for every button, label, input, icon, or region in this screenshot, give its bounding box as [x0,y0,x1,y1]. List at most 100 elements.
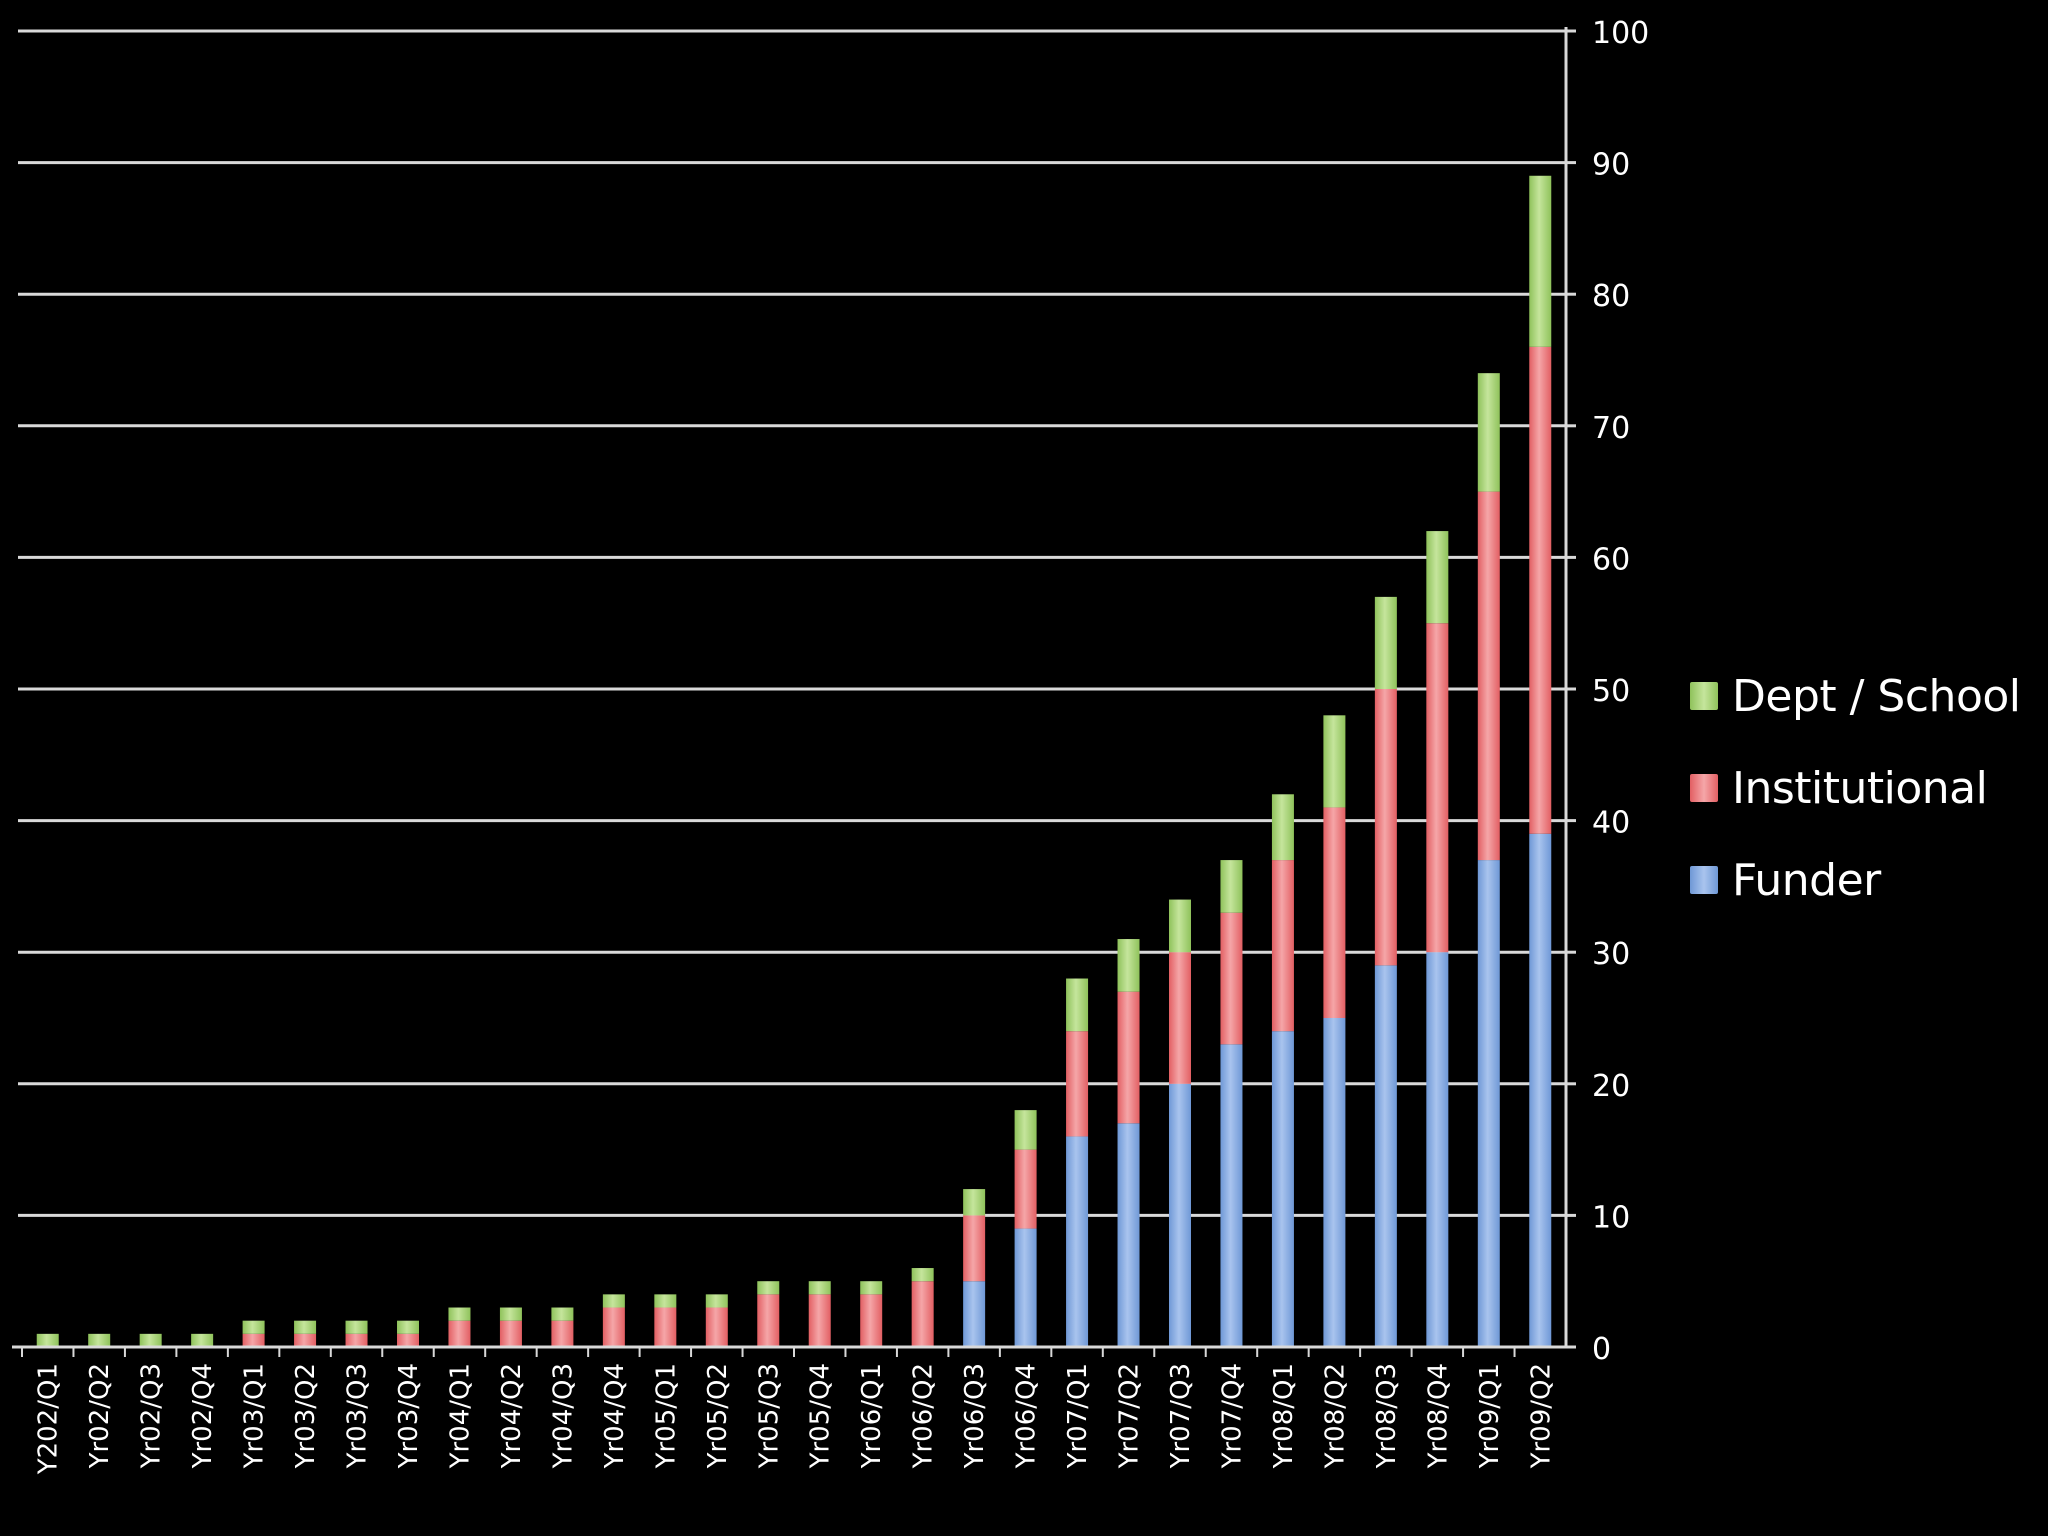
bar-segment-dept-school [963,1189,986,1216]
x-tick-label: Yr08/Q1 [1269,1363,1299,1469]
bar-segment-funder [1323,1018,1346,1347]
bar-segment-institutional [1477,491,1500,861]
bar-segment-funder [1426,952,1449,1347]
bar-segment-dept-school [1477,373,1500,492]
x-tick-label: Yr09/Q1 [1475,1363,1505,1469]
bar-segment-institutional [242,1333,265,1347]
x-tick-label: Yr06/Q1 [857,1363,887,1469]
bar-segment-funder [1066,1136,1089,1347]
bar-segment-funder [1374,965,1397,1347]
x-tick-label: Yr02/Q2 [85,1363,115,1469]
legend-label-funder: Funder [1732,854,1881,906]
x-tick-label: Yr08/Q4 [1423,1363,1453,1469]
bar-segment-dept-school [397,1320,419,1334]
bar-segment-dept-school [242,1320,265,1334]
bar-segment-dept-school [139,1333,162,1347]
x-tick-label: Yr05/Q2 [703,1363,733,1469]
x-tick-label: Yr06/Q4 [1012,1363,1042,1469]
x-tick-label: Yr03/Q2 [291,1363,321,1469]
y-tick-label: 90 [1592,148,1630,183]
x-tick-label: Yr03/Q1 [240,1363,270,1469]
bar-segment-institutional [499,1320,522,1347]
bar-segment-dept-school [36,1333,59,1347]
y-tick-label: 100 [1592,16,1649,51]
bar-segment-dept-school [1014,1110,1037,1150]
x-tick-label: Yr08/Q3 [1372,1363,1402,1469]
bar-segment-institutional [1117,991,1140,1124]
x-tick-label: Yr05/Q3 [754,1363,784,1469]
bar-segment-institutional [911,1281,934,1347]
x-tick-label: Y202/Q1 [34,1363,64,1475]
bar-segment-dept-school [705,1294,728,1308]
bar-segment-funder [1117,1123,1140,1347]
bar-segment-dept-school [860,1281,883,1295]
bar-segment-funder [1169,1083,1191,1347]
bar-segment-institutional [448,1320,471,1347]
y-tick-label: 40 [1592,806,1630,841]
bar-segment-institutional [1374,689,1397,966]
bar-segment-institutional [1529,346,1552,834]
bar-segment-institutional [1220,912,1243,1045]
x-tick-label: Yr02/Q4 [188,1363,218,1469]
x-tick-label: Yr02/Q3 [137,1363,167,1469]
bar-segment-dept-school [499,1307,522,1321]
bar-segment-institutional [1323,807,1346,1018]
x-tick-label: Yr04/Q4 [600,1363,630,1469]
bar-segment-dept-school [1426,531,1449,624]
bar-segment-institutional [808,1294,831,1347]
y-tick-label: 10 [1592,1200,1630,1235]
bar-segment-institutional [1271,860,1294,1032]
gridlines [18,29,1566,1349]
bar-segment-dept-school [1529,175,1552,347]
y-tick-label: 70 [1592,411,1630,446]
x-tick-label: Yr03/Q3 [343,1363,373,1469]
bar-segment-institutional [1014,1149,1037,1229]
bar-segment-institutional [1066,1031,1089,1137]
bar-segment-dept-school [1066,978,1089,1032]
bar-segment-institutional [1169,952,1191,1084]
x-axis-labels: Y202/Q1 Yr02/Q2 Yr02/Q3 Yr02/Q4 Yr03/Q1 Yr03/… [12,1345,1566,1475]
legend-swatch-dept-school [1690,682,1718,710]
bar-segment-dept-school [602,1294,625,1308]
legend-label-institutional: Institutional [1732,762,1988,814]
y-tick-label: 0 [1592,1332,1611,1367]
bar-segment-dept-school [448,1307,471,1321]
bar-segment-dept-school [1220,860,1243,913]
bar-segment-dept-school [911,1268,934,1282]
x-tick-label: Yr09/Q2 [1526,1363,1556,1469]
bar-segment-dept-school [757,1281,780,1295]
bar-segment-dept-school [1169,899,1191,953]
x-tick-label: Yr05/Q4 [806,1363,836,1469]
bar-segment-institutional [757,1294,780,1347]
y-tick-label: 60 [1592,542,1630,577]
legend: Dept / School Institutional Funder [1690,650,2021,926]
x-tick-label: Yr07/Q3 [1166,1363,1196,1469]
bar-segment-dept-school [88,1333,111,1347]
x-tick-label: Yr07/Q4 [1217,1363,1247,1469]
bar-segment-institutional [397,1333,419,1347]
bar-segment-dept-school [654,1294,677,1308]
bar-segment-funder [1477,860,1500,1347]
y-axis: 0 10 20 30 40 50 60 70 80 90 100 [1564,16,1649,1367]
x-tick-label: Yr04/Q1 [445,1363,475,1469]
bar-segment-institutional [551,1320,574,1347]
y-tick-label: 50 [1592,674,1630,709]
bar-segment-dept-school [808,1281,831,1295]
bar-segment-institutional [860,1294,883,1347]
x-tick-label: Yr04/Q3 [548,1363,578,1469]
bar-segment-dept-school [551,1307,574,1321]
legend-item-funder: Funder [1690,834,2021,926]
bar-segment-dept-school [1374,596,1397,689]
bar-segment-funder [963,1281,986,1347]
y-tick-label: 30 [1592,937,1630,972]
bar-segment-institutional [294,1333,317,1347]
y-tick-label: 80 [1592,279,1630,314]
legend-swatch-funder [1690,866,1718,894]
bar-segment-funder [1014,1228,1037,1347]
legend-item-institutional: Institutional [1690,742,2021,834]
bar-segment-institutional [654,1307,677,1347]
bar-segment-funder [1271,1031,1294,1347]
bar-segment-dept-school [294,1320,317,1334]
